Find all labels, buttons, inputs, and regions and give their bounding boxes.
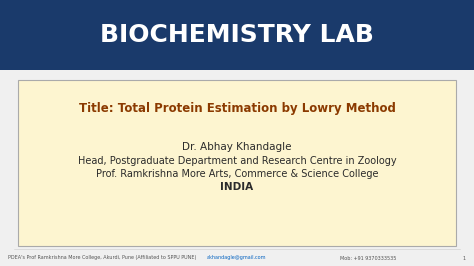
Text: PDEA's Prof Ramkrishna More College, Akurdi, Pune (Affiliated to SPPU PUNE): PDEA's Prof Ramkrishna More College, Aku… — [8, 256, 196, 260]
Text: INDIA: INDIA — [220, 182, 254, 192]
Text: akhandagle@gmail.com: akhandagle@gmail.com — [207, 256, 267, 260]
FancyBboxPatch shape — [18, 81, 456, 246]
Text: Dr. Abhay Khandagle: Dr. Abhay Khandagle — [182, 142, 292, 152]
Text: Head, Postgraduate Department and Research Centre in Zoology: Head, Postgraduate Department and Resear… — [78, 156, 396, 166]
Text: BIOCHEMISTRY LAB: BIOCHEMISTRY LAB — [100, 23, 374, 47]
Text: Mob: +91 9370333535: Mob: +91 9370333535 — [340, 256, 396, 260]
Text: Prof. Ramkrishna More Arts, Commerce & Science College: Prof. Ramkrishna More Arts, Commerce & S… — [96, 169, 378, 179]
Text: Title: Total Protein Estimation by Lowry Method: Title: Total Protein Estimation by Lowry… — [79, 102, 395, 115]
Text: 1: 1 — [463, 256, 466, 260]
Bar — [0, 0, 474, 70]
